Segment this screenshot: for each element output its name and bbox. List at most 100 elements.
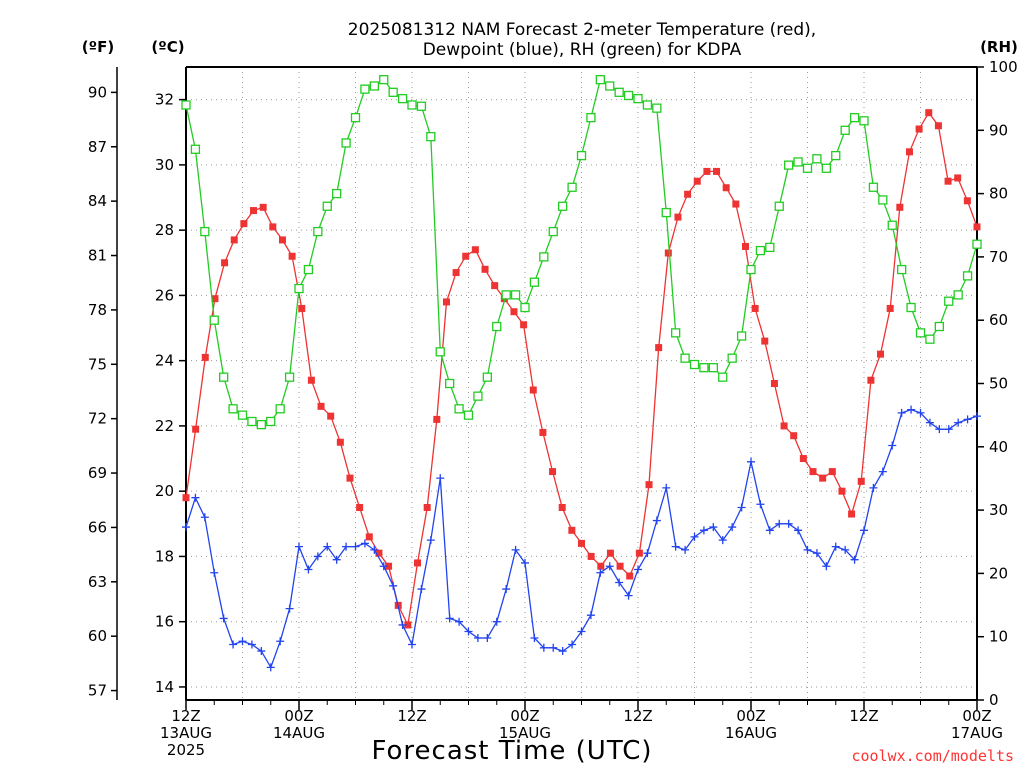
temperature-point bbox=[230, 236, 238, 244]
temperature-point bbox=[452, 269, 460, 277]
x-tick-label: 00Z bbox=[962, 707, 991, 725]
dewpoint-point bbox=[492, 617, 501, 626]
rh-tick-label: 20 bbox=[989, 564, 1008, 582]
temperature-point bbox=[346, 474, 354, 482]
fahrenheit-tick-label: 72 bbox=[88, 410, 107, 428]
temperature-point bbox=[799, 455, 807, 463]
celsius-axis-unit: (ºC) bbox=[151, 38, 184, 56]
x-tick-label: 15AUG bbox=[499, 724, 551, 742]
dewpoint-point bbox=[539, 643, 548, 652]
rh-tick-label: 50 bbox=[989, 375, 1008, 393]
dewpoint-point bbox=[841, 545, 850, 554]
celsius-tick-label: 22 bbox=[155, 417, 174, 435]
dewpoint-point bbox=[586, 611, 595, 620]
rh-point bbox=[925, 334, 935, 344]
rh-point bbox=[369, 81, 379, 91]
rh-point bbox=[878, 195, 888, 205]
celsius-tick-label: 14 bbox=[155, 678, 174, 696]
dewpoint-point bbox=[577, 627, 586, 636]
rh-point bbox=[379, 75, 389, 85]
dewpoint-point bbox=[681, 545, 690, 554]
rh-point bbox=[708, 363, 718, 373]
dewpoint-point bbox=[690, 532, 699, 541]
rh-point bbox=[605, 81, 615, 91]
rh-point bbox=[435, 347, 445, 357]
temperature-point bbox=[934, 122, 942, 130]
rh-point bbox=[548, 226, 558, 237]
temperature-point bbox=[877, 350, 885, 358]
dewpoint-point bbox=[455, 617, 464, 626]
temperature-point bbox=[790, 432, 798, 440]
rh-point bbox=[614, 87, 624, 97]
rh-point bbox=[802, 163, 813, 173]
temperature-point bbox=[693, 177, 701, 185]
temperature-point bbox=[587, 552, 595, 560]
data-series bbox=[181, 75, 982, 672]
dewpoint-point bbox=[671, 542, 680, 551]
dewpoint-point bbox=[963, 415, 972, 424]
rh-point bbox=[586, 112, 596, 123]
rh-point bbox=[181, 100, 191, 110]
rh-point bbox=[849, 112, 860, 123]
temperature-point bbox=[491, 282, 499, 290]
temperature-point bbox=[549, 468, 557, 476]
dewpoint-point bbox=[342, 542, 351, 551]
rh-point bbox=[473, 391, 483, 401]
x-tick-label: 17AUG bbox=[951, 724, 1003, 742]
rh-point bbox=[416, 101, 427, 111]
dewpoint-point bbox=[530, 634, 539, 643]
dewpoint-point bbox=[238, 637, 247, 646]
dewpoint-point bbox=[860, 526, 868, 535]
dewpoint-point bbox=[916, 408, 925, 417]
rh-point bbox=[294, 283, 304, 294]
temperature-point bbox=[828, 468, 836, 476]
dewpoint-point bbox=[398, 620, 407, 629]
rh-point bbox=[360, 84, 370, 94]
rh-tick-label: 60 bbox=[989, 311, 1008, 329]
rh-point bbox=[576, 150, 587, 161]
dewpoint-point bbox=[558, 647, 567, 656]
fahrenheit-tick-label: 69 bbox=[88, 464, 107, 482]
temperature-point bbox=[481, 265, 489, 273]
temperature-point bbox=[741, 242, 749, 250]
temperature-point bbox=[915, 125, 923, 133]
rh-point bbox=[897, 264, 907, 275]
temperature-point bbox=[414, 559, 422, 567]
temperature-point bbox=[221, 259, 229, 267]
x-tick-label: 13AUG bbox=[160, 724, 212, 742]
temperature-point bbox=[278, 236, 286, 244]
dewpoint-point bbox=[304, 565, 313, 574]
celsius-tick-label: 24 bbox=[155, 352, 174, 370]
dewpoint-point bbox=[888, 441, 897, 450]
rh-point bbox=[219, 372, 229, 382]
rh-point bbox=[313, 226, 323, 237]
fahrenheit-tick-label: 66 bbox=[88, 518, 107, 536]
temperature-point bbox=[664, 249, 672, 257]
fahrenheit-tick-label: 63 bbox=[88, 573, 107, 591]
temperature-point bbox=[404, 621, 412, 629]
celsius-tick-label: 28 bbox=[155, 221, 174, 239]
x-tick-label: 16AUG bbox=[725, 724, 777, 742]
dewpoint-point bbox=[812, 549, 821, 558]
x-axis-title: Forecast Time (UTC) bbox=[371, 736, 652, 766]
dewpoint-point bbox=[643, 549, 652, 558]
temperature-point bbox=[385, 562, 393, 570]
rh-tick-label: 80 bbox=[989, 185, 1008, 203]
temperature-point bbox=[886, 304, 894, 312]
x-tick-label: 12Z bbox=[397, 707, 426, 725]
rh-point bbox=[962, 271, 973, 281]
temperature-point bbox=[288, 252, 296, 260]
fahrenheit-tick-label: 81 bbox=[88, 247, 107, 265]
temperature-point bbox=[761, 337, 769, 345]
celsius-tick-label: 30 bbox=[155, 156, 174, 174]
temperature-point bbox=[423, 503, 431, 511]
fahrenheit-tick-label: 90 bbox=[88, 83, 107, 101]
dewpoint-point bbox=[247, 640, 256, 649]
temperature-point bbox=[298, 304, 306, 312]
temperature-point bbox=[780, 422, 788, 430]
dewpoint-point bbox=[756, 500, 765, 509]
rh-tick-label: 10 bbox=[989, 628, 1008, 646]
temperature-point bbox=[606, 549, 614, 557]
temperature-point bbox=[327, 412, 335, 420]
rh-tick-label: 40 bbox=[989, 438, 1008, 456]
